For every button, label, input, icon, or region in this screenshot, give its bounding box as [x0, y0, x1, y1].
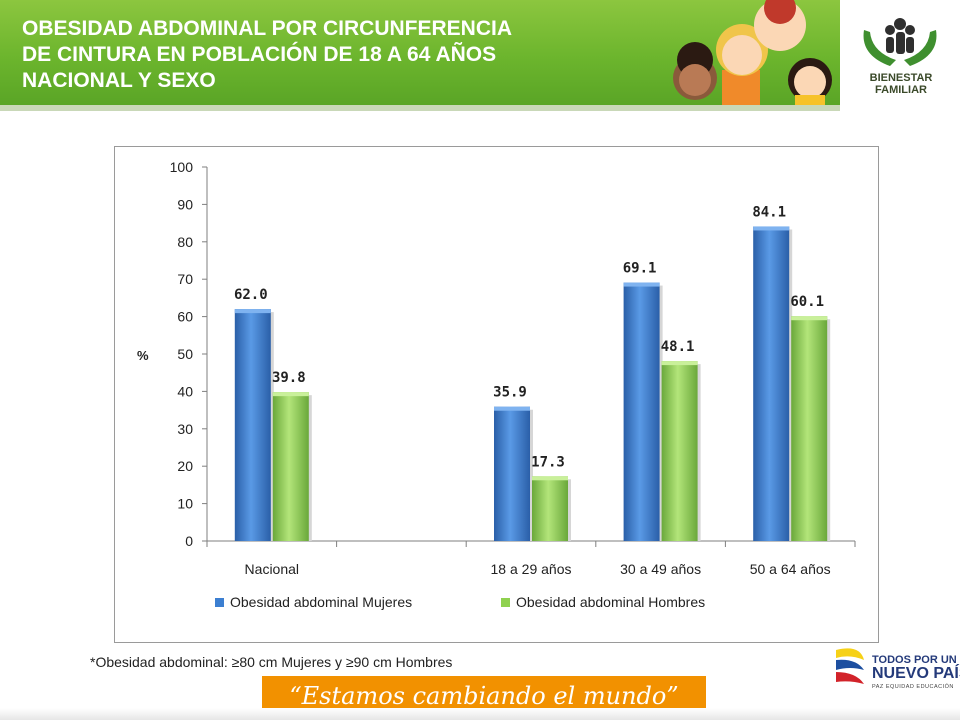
y-tick-label: 90	[177, 196, 193, 212]
title-line-1: OBESIDAD ABDOMINAL POR CIRCUNFERENCIA	[22, 17, 513, 40]
title-line-3: NACIONAL Y SEXO	[22, 69, 216, 92]
bar	[272, 392, 309, 541]
x-tick-label: 18 a 29 años	[491, 561, 572, 577]
bar	[532, 476, 568, 541]
y-tick-label: 50	[177, 346, 193, 362]
x-tick-label: 50 a 64 años	[750, 561, 831, 577]
y-tick-label: 20	[177, 458, 193, 474]
bar-top	[494, 406, 530, 411]
header-band: OBESIDAD ABDOMINAL POR CIRCUNFERENCIA DE…	[0, 0, 840, 111]
page-title: OBESIDAD ABDOMINAL POR CIRCUNFERENCIA DE…	[22, 16, 662, 94]
y-tick-label: 40	[177, 383, 193, 399]
x-tick-label: 30 a 49 años	[620, 561, 701, 577]
chart-frame: 0 10 20 30 40 50 60 70 80 90 100% Nacional 18 a 29 a…	[114, 146, 879, 643]
branding-line-1: TODOS POR UN	[872, 654, 957, 666]
legend-swatch	[501, 598, 510, 607]
children-illustration	[673, 0, 832, 105]
bar-top	[532, 476, 568, 481]
y-tick-label: 0	[185, 533, 193, 549]
y-tick-label: 10	[177, 496, 193, 512]
colombia-flag-icon	[836, 648, 864, 684]
y-tick-label: 60	[177, 309, 193, 325]
icbf-logo: BIENESTAR FAMILIAR	[840, 0, 960, 112]
header: OBESIDAD ABDOMINAL POR CIRCUNFERENCIA DE…	[0, 0, 960, 112]
bar-top	[753, 226, 790, 231]
logo-line-2: FAMILIAR	[875, 84, 927, 96]
title-line-2: DE CINTURA EN POBLACIÓN DE 18 A 64 AÑOS	[22, 43, 497, 66]
data-label: 69.1	[623, 261, 657, 277]
data-label: 84.1	[752, 204, 786, 220]
bar-top	[791, 316, 828, 321]
data-label: 48.1	[661, 339, 695, 355]
bar	[494, 406, 530, 541]
family-icon	[863, 18, 937, 66]
y-tick-label: 80	[177, 234, 193, 250]
logo-text: BIENESTAR FAMILIAR	[858, 72, 944, 96]
slogan-text: “Estamos cambiando el mundo”	[289, 682, 679, 710]
bar-chart: 0 10 20 30 40 50 60 70 80 90 100% Nacional 18 a 29 a…	[137, 159, 856, 610]
branding-line-2: NUEVO PAÍS	[872, 665, 960, 682]
y-tick-label: 30	[177, 421, 193, 437]
bar-top	[623, 282, 660, 287]
bottom-strip	[0, 708, 960, 720]
legend-label: Obesidad abdominal Mujeres	[230, 594, 412, 610]
bar-top	[234, 309, 271, 314]
bar	[234, 309, 271, 541]
todos-por-un-nuevo-pais-logo: TODOS POR UN NUEVO PAÍS PAZ EQUIDAD EDUC…	[830, 640, 960, 698]
data-label: 60.1	[790, 294, 824, 310]
bar	[791, 316, 828, 541]
data-label: 62.0	[234, 287, 268, 303]
bar	[623, 282, 660, 541]
bar	[753, 226, 790, 541]
logo-line-1: BIENESTAR	[869, 72, 933, 84]
data-label: 17.3	[531, 454, 565, 470]
bar-top	[272, 392, 309, 397]
bar	[661, 361, 698, 541]
legend-swatch	[215, 598, 224, 607]
branding-line-3: PAZ EQUIDAD EDUCACIÓN	[872, 684, 954, 690]
footnote: *Obesidad abdominal: ≥80 cm Mujeres y ≥9…	[90, 654, 453, 670]
legend-label: Obesidad abdominal Hombres	[516, 594, 705, 610]
data-label: 35.9	[493, 385, 527, 401]
x-tick-label: Nacional	[245, 561, 299, 577]
data-label: 39.8	[272, 370, 306, 386]
y-axis-label: %	[137, 348, 149, 363]
y-tick-label: 100	[170, 159, 194, 175]
y-tick-label: 70	[177, 271, 193, 287]
bar-top	[661, 361, 698, 366]
